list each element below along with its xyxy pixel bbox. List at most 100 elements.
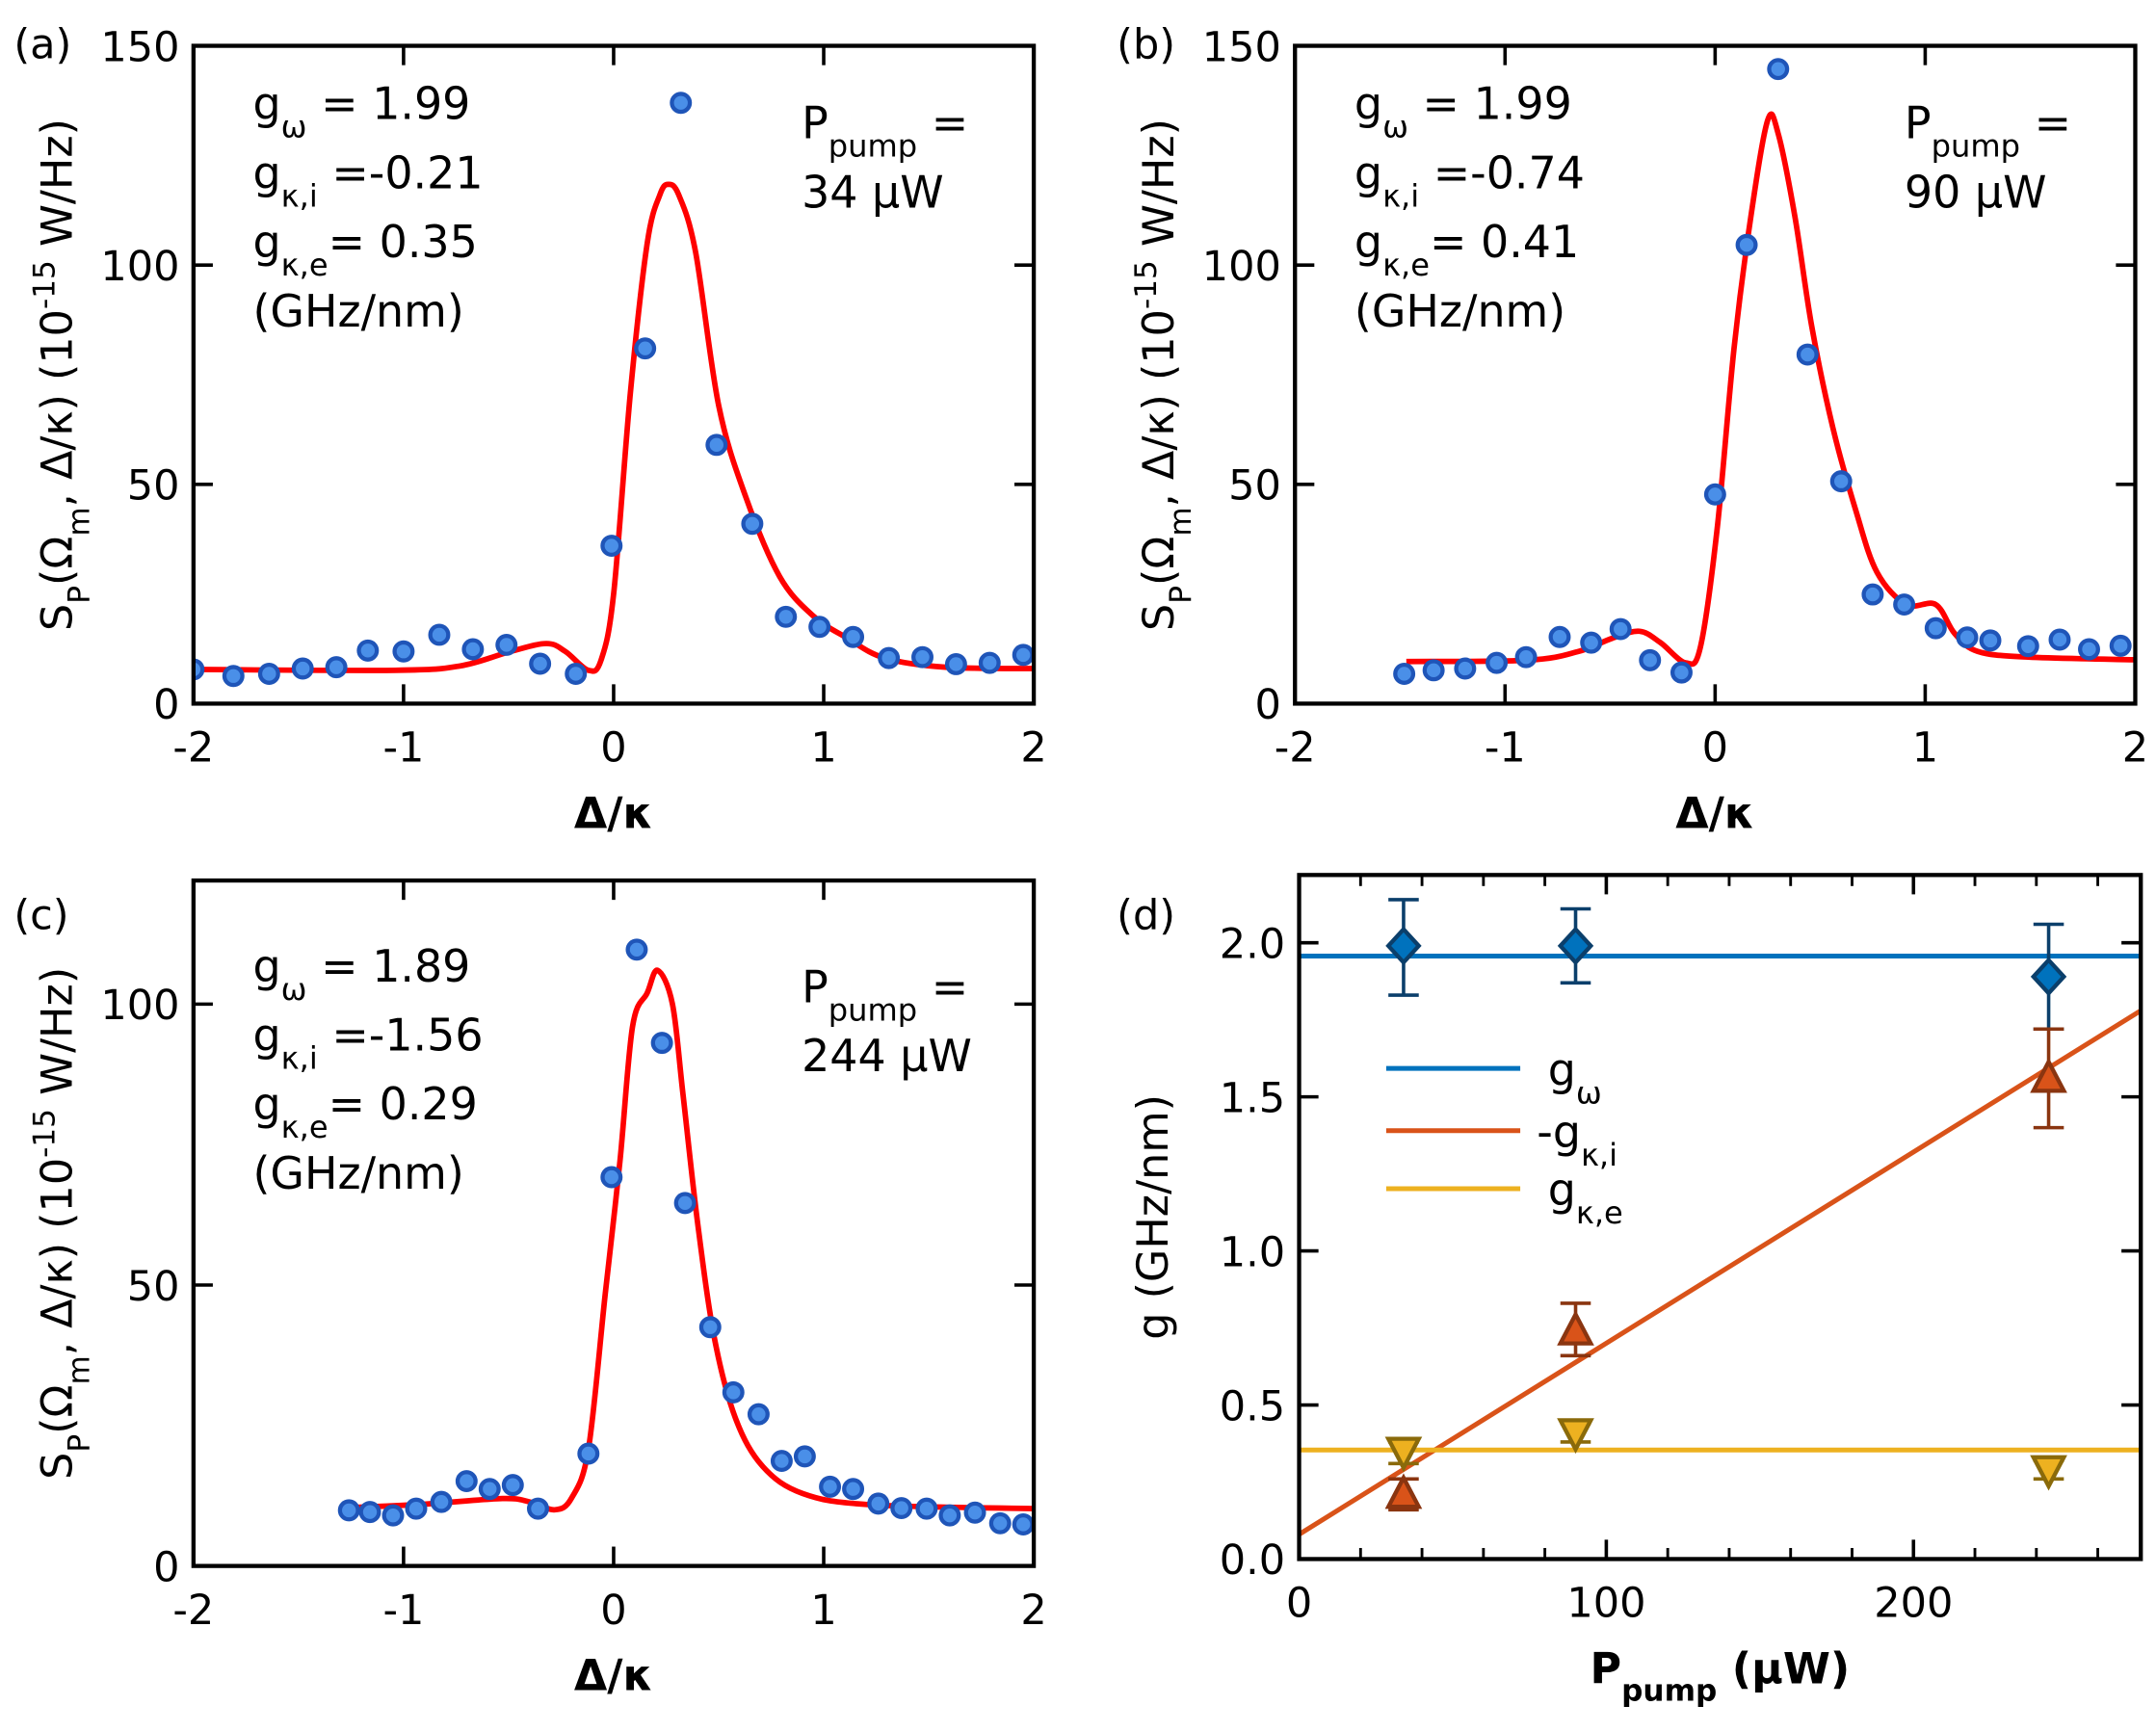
parameter-line: gω = 1.99 xyxy=(253,78,471,145)
plot-area xyxy=(1299,898,2142,1537)
data-point xyxy=(461,638,485,661)
y-tick-label: 50 xyxy=(127,462,180,511)
y-axis-title-part: m xyxy=(63,1355,97,1384)
plot-frame xyxy=(1297,873,2143,1561)
y-tick-label: 0 xyxy=(1255,681,1281,729)
data-point xyxy=(911,645,933,669)
pump-line-part: = xyxy=(917,97,968,149)
x-tick-label: 0 xyxy=(1702,724,1728,773)
data-point xyxy=(1979,629,2002,652)
parameter-line-part: g xyxy=(1354,216,1382,268)
data-point xyxy=(1514,645,1538,669)
y-axis-title-part: P xyxy=(63,586,97,604)
x-tick-label: 2 xyxy=(2122,724,2148,773)
data-point xyxy=(978,651,1001,674)
legend-label-g_kappa_e: gκ,e xyxy=(1548,1164,1623,1231)
parameter-line-part: =-0.74 xyxy=(1419,146,1585,198)
pump-line: 90 μW xyxy=(1905,166,2047,218)
parameter-line: gκ,e= 0.29 xyxy=(253,1078,478,1145)
data-point xyxy=(1422,659,1445,682)
parameter-line-part: g xyxy=(1354,78,1382,130)
data-point xyxy=(392,640,415,663)
data-point xyxy=(1012,643,1035,667)
data-point xyxy=(1829,470,1853,493)
panel-d: (d) 0 100 200 0.0 0.5 1.0 1.5 2.0 Ppump (μW) g (GH… xyxy=(1117,873,2143,1709)
data-point xyxy=(747,1403,770,1426)
y-tick-label: 150 xyxy=(1202,23,1281,71)
parameter-line-part: ω xyxy=(1382,109,1408,145)
parameter-line-part: κ,i xyxy=(281,177,318,214)
data-point xyxy=(600,1166,623,1189)
parameter-line-part: g xyxy=(253,940,281,992)
x-axis-title: Δ/κ xyxy=(574,790,653,839)
y-axis-title-part: S xyxy=(34,604,83,631)
y-axis-title-part: , Δ/κ) (10 xyxy=(1135,309,1184,507)
x-tick-label: -2 xyxy=(172,724,214,773)
parameter-line-part: κ,e xyxy=(1382,247,1430,283)
y-axis-title-part: P xyxy=(63,1434,97,1453)
data-point xyxy=(775,605,798,628)
data-point xyxy=(1767,58,1790,81)
data-point xyxy=(988,1511,1012,1535)
y-tick-label: 1.0 xyxy=(1220,1228,1285,1276)
data-point xyxy=(670,92,693,115)
parameter-line-part: =-0.21 xyxy=(318,146,484,198)
data-point xyxy=(673,1192,697,1215)
data-point xyxy=(1924,617,1947,640)
x-axis-title: Δ/κ xyxy=(574,1652,653,1701)
x-tick-label: 2 xyxy=(1020,724,1046,773)
data-point xyxy=(2048,628,2071,651)
data-point xyxy=(741,512,764,536)
data-point xyxy=(405,1497,428,1520)
parameter-line-part: g xyxy=(253,78,281,130)
legend-label-g_omega: gω xyxy=(1548,1043,1602,1111)
data-point xyxy=(1609,617,1632,641)
panel-label: (a) xyxy=(13,20,71,68)
data-point xyxy=(705,433,728,457)
data-point xyxy=(1580,631,1603,654)
marker-g_omega xyxy=(1385,926,1422,966)
x-axis-title: Δ/κ xyxy=(1675,790,1754,839)
x-axis-title-part: Δ/κ xyxy=(1675,790,1754,839)
pump-line-part: 244 μW xyxy=(802,1030,972,1082)
y-tick-label: 1.5 xyxy=(1220,1074,1285,1122)
parameter-line-part: (GHz/nm) xyxy=(253,1147,464,1199)
x-tick-label: -1 xyxy=(1485,724,1526,773)
x-axis-title-part: P xyxy=(1591,1645,1622,1694)
pump-line-part: pump xyxy=(1932,128,2020,165)
parameter-line-part: κ,i xyxy=(281,1040,318,1077)
data-point xyxy=(1548,625,1571,648)
legend-label-minus_g_kappa_i-part: -g xyxy=(1537,1106,1581,1158)
y-axis-title-part: W/Hz) xyxy=(34,118,83,260)
data-point xyxy=(291,657,314,680)
data-point xyxy=(600,535,623,558)
parameter-line: gκ,e= 0.35 xyxy=(253,216,478,283)
y-axis-title-part: g (GHz/nm) xyxy=(1129,1094,1178,1340)
y-axis-title: SP(Ωm, Δ/κ) (10-15 W/Hz) xyxy=(1129,118,1198,631)
data-point xyxy=(1393,662,1416,685)
parameter-line-part: ω xyxy=(281,109,307,145)
parameter-line: gκ,i =-0.74 xyxy=(1354,146,1585,214)
y-axis-title-part: W/Hz) xyxy=(34,967,83,1109)
parameter-line-part: = 1.99 xyxy=(1408,78,1572,130)
parameter-line-part: (GHz/nm) xyxy=(253,285,464,337)
plot-frame xyxy=(191,43,1037,706)
y-axis-title: g (GHz/nm) xyxy=(1129,1094,1178,1340)
data-point xyxy=(1893,593,1916,617)
data-point xyxy=(2109,634,2132,657)
pump-power-annotation: Ppump =34 μW xyxy=(802,97,968,219)
data-point xyxy=(770,1450,793,1473)
fit-line-minus_g_kappa_i xyxy=(1299,1008,2142,1537)
pump-line-part: = xyxy=(917,960,968,1012)
x-axis-title-part: pump xyxy=(1621,1674,1717,1709)
y-tick-label: 0 xyxy=(153,1543,179,1591)
parameter-line-part: = 1.89 xyxy=(307,940,471,992)
data-point xyxy=(1956,626,1979,649)
data-point xyxy=(1703,483,1726,506)
parameter-line: gκ,e= 0.41 xyxy=(1354,216,1579,283)
x-tick-label: 0 xyxy=(600,724,626,773)
y-axis-title-part: (Ω xyxy=(1135,537,1184,586)
data-point xyxy=(842,625,865,648)
pump-power-annotation: Ppump =244 μW xyxy=(802,960,972,1082)
